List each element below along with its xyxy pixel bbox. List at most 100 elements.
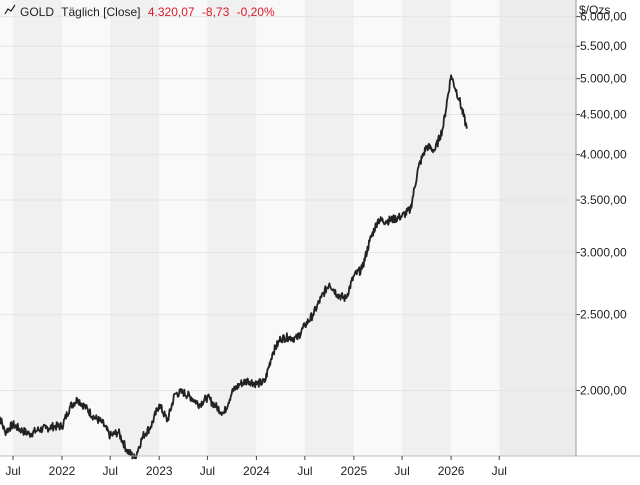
time-band — [62, 0, 111, 456]
data-point — [223, 412, 225, 414]
data-point — [215, 405, 217, 407]
data-point — [345, 298, 347, 300]
data-point — [296, 337, 298, 340]
data-point — [385, 220, 387, 222]
data-point — [182, 391, 184, 393]
last-value: 4.320,07 — [148, 5, 195, 19]
data-point — [442, 127, 444, 130]
time-band — [207, 0, 257, 456]
x-tick-label: 2023 — [146, 464, 173, 478]
data-point — [142, 435, 144, 437]
time-band — [13, 0, 62, 456]
data-point — [361, 268, 363, 270]
data-point — [150, 425, 152, 427]
time-band — [304, 0, 354, 456]
time-bands — [0, 0, 576, 456]
data-point — [337, 294, 339, 296]
time-band — [159, 0, 208, 456]
chart-header: GOLD Täglich [Close] 4.320,07 -8,73 -0,2… — [4, 4, 275, 19]
data-point — [255, 383, 258, 385]
data-point — [280, 337, 282, 340]
data-point — [93, 416, 95, 418]
data-point — [28, 433, 31, 435]
time-band — [499, 0, 576, 456]
data-point — [304, 325, 306, 327]
data-point — [117, 431, 120, 433]
period-label: Täglich [Close] — [61, 5, 140, 19]
y-tick-label: 6.000,00 — [580, 10, 627, 24]
x-tick-label: Jul — [200, 464, 215, 478]
data-point — [126, 449, 128, 451]
data-point — [198, 403, 201, 406]
y-tick-label: 5.000,00 — [580, 72, 627, 86]
data-point — [466, 127, 468, 130]
data-point — [77, 398, 79, 400]
data-point — [353, 275, 355, 277]
y-tick-label: 4.000,00 — [580, 148, 627, 162]
x-tick-label: 2024 — [243, 464, 270, 478]
grid-lines — [0, 16, 576, 392]
data-point — [85, 407, 87, 409]
x-tick-label: Jul — [297, 464, 312, 478]
data-point — [166, 420, 169, 422]
time-band — [256, 0, 305, 456]
data-point — [53, 425, 55, 427]
x-tick-label: Jul — [103, 464, 118, 478]
line-chart-icon — [4, 4, 16, 15]
data-point — [4, 431, 6, 433]
data-point — [45, 427, 47, 429]
data-point — [368, 240, 371, 242]
data-point — [109, 435, 111, 437]
data-point — [247, 379, 249, 382]
time-band — [110, 0, 160, 456]
x-tick-label: Jul — [394, 464, 409, 478]
time-band — [0, 0, 13, 456]
data-point — [12, 423, 14, 426]
data-point — [417, 166, 420, 168]
data-point — [36, 429, 39, 431]
data-point — [20, 429, 22, 431]
data-point — [158, 403, 160, 406]
data-point — [231, 391, 233, 393]
y-tick-label: 4.500,00 — [580, 108, 627, 122]
data-point — [101, 422, 103, 424]
y-tick-label: 3.000,00 — [580, 246, 627, 260]
time-band — [402, 0, 452, 456]
data-point — [312, 313, 314, 316]
data-point — [69, 405, 71, 407]
series-layer — [0, 74, 468, 460]
instrument-symbol: GOLD — [20, 5, 54, 19]
data-point — [271, 352, 273, 355]
y-axis: 2.000,00 2.500,00 3.000,00 3.500,00 4.000,00… — [575, 0, 627, 456]
time-band — [451, 0, 500, 456]
data-point — [328, 282, 330, 284]
svg-text:GOLD Täglich [Close]: GOLD Täglich [Close] 4.320,07 -8,73 -0,2… — [20, 5, 275, 19]
data-point — [288, 336, 290, 338]
x-axis: Jul 2022 Jul 2023 Jul 2024 Jul 2025 Jul 2026 Jul — [0, 455, 640, 478]
y-axis-unit: $/Ozs — [579, 3, 610, 17]
x-tick-label: 2026 — [438, 464, 465, 478]
data-point — [190, 396, 192, 399]
change-percent: -0,20% — [237, 5, 275, 19]
x-tick-label: 2022 — [49, 464, 76, 478]
data-point — [393, 218, 395, 220]
x-tick-label: Jul — [5, 464, 20, 478]
data-point — [377, 219, 379, 221]
time-band — [353, 0, 403, 456]
data-point — [264, 381, 266, 383]
data-point — [425, 145, 428, 147]
data-point — [434, 149, 436, 151]
y-tick-label: 5.500,00 — [580, 39, 627, 53]
data-point — [320, 296, 322, 298]
data-point — [134, 457, 136, 459]
data-point — [61, 425, 63, 427]
y-tick-label: 2.000,00 — [580, 384, 627, 398]
data-point — [239, 383, 241, 385]
data-point — [174, 393, 176, 395]
y-tick-label: 3.500,00 — [580, 193, 627, 207]
data-point — [458, 99, 460, 101]
x-tick-label: Jul — [492, 464, 507, 478]
change-value: -8,73 — [202, 5, 230, 19]
